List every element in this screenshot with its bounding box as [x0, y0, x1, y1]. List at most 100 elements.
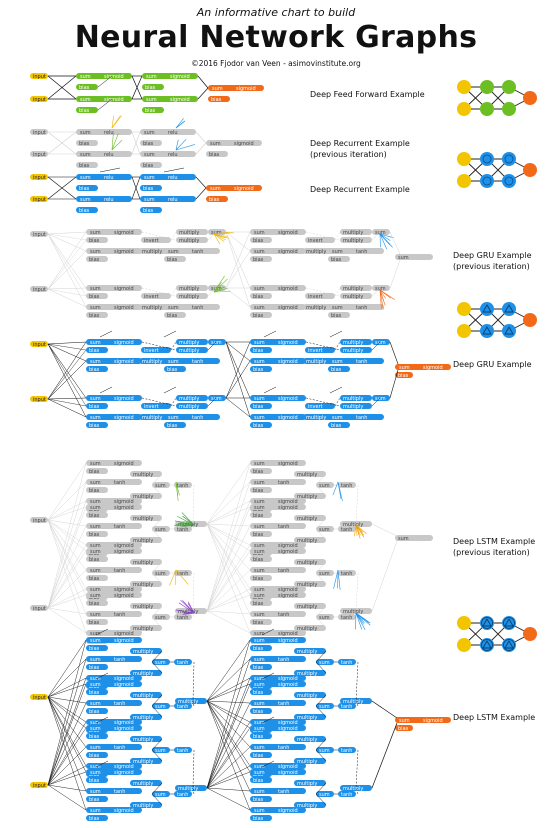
gruprev-l1-c0-invert: invert	[141, 237, 171, 244]
rec-out-text-2: sigmoid	[234, 186, 254, 192]
feed-forward-network-icon	[457, 80, 537, 116]
rec-l1-1: sum relu	[76, 196, 132, 203]
lstmprev-l2-c0-gate-forget-text-1: sum	[254, 499, 265, 505]
lstm-l2-c2-bias-in-text: bias	[253, 734, 264, 740]
recprev-input-0: input	[30, 129, 48, 136]
gruprev-l2-c1-mult-b-text: multiply	[343, 294, 363, 300]
recprev-l1-bias-0-text: bias	[79, 141, 90, 147]
gru-l1-c1-mult-b-text: multiply	[179, 404, 199, 410]
lstm-l1-c0-cand-text-1: sum	[90, 657, 101, 663]
lstm-network-icon-input-0	[457, 616, 471, 630]
lstmprev-l2-c3-mult-in-text: multiply	[297, 604, 317, 610]
gru-l2-c1-bias-b: bias	[250, 422, 272, 429]
lstm-l2-c3-cand: sum tanh	[250, 788, 306, 795]
gruprev-l1-c1-bias-a-text: bias	[89, 294, 100, 300]
gruprev-l2-c1-mult-b: multiply	[340, 293, 372, 300]
lstmprev-l2-c2-bias-in-text: bias	[253, 557, 264, 563]
gru-l1-c1-mult-c: multiply	[139, 414, 171, 421]
label-recurrent-prev-2: (previous iteration)	[310, 150, 387, 159]
rec-l1-bias-0: bias	[76, 185, 98, 192]
gru-l2-c0-invert-text: invert	[308, 348, 323, 354]
lstm-l1-c0-sum-cell: sum	[152, 659, 170, 666]
lstm-l1-c0-mult-forget-text: multiply	[133, 671, 153, 677]
gruprev-l2-c1-bias-b-text: bias	[253, 313, 264, 319]
lstm-l1-c1-cand-text-1: sum	[90, 701, 101, 707]
lstmprev-l1-c0-cand-text-2: tanh	[114, 480, 125, 486]
gruprev-l2-c1-gate-a-text-2: sigmoid	[278, 286, 298, 292]
gru-l1-c1-gate-b: sum sigmoid	[86, 414, 142, 421]
lstm-l2-c0-bias-in-text: bias	[253, 646, 264, 652]
gru-l2-c0-mult-b: multiply	[340, 347, 372, 354]
lstm-l2-c1-bias-cand-text: bias	[253, 709, 264, 715]
lstm-l1-c2-gate-forget-text-1: sum	[90, 764, 101, 770]
lstm-l2-c2-sum-cell: sum	[316, 747, 334, 754]
lstm-l1-c2-gate-in-text-2: sigmoid	[114, 726, 134, 732]
gruprev-l2-c1-gate-b-text-2: sigmoid	[278, 305, 298, 311]
lstmprev-l1-c0-bias-in: bias	[86, 468, 108, 475]
lstmprev-l2-c2-gate-forget: sum sigmoid	[250, 586, 306, 593]
lstmprev-l2-c2-mult-forget-text: multiply	[297, 582, 317, 588]
lstmprev-l1-c1-mult-in-text: multiply	[133, 516, 153, 522]
rec-out-bias-text: bias	[209, 197, 220, 203]
gru-l2-c0-bias-c-text: bias	[331, 367, 342, 373]
lstm-input-1-text: input	[33, 783, 46, 789]
gru-network-icon-output	[523, 313, 537, 327]
lstm-l1-c0-mult-in-text: multiply	[133, 649, 153, 655]
rec-l1-0-text-2: relu	[104, 175, 114, 181]
gru-l2-c1-mult-c-text: multiply	[306, 415, 326, 421]
lstmprev-l2-c2-tanh-cell-text: tanh	[341, 571, 352, 577]
lstm-l2-c2-gate-forget-text-2: sigmoid	[278, 764, 298, 770]
gru-input-1: input	[30, 396, 48, 403]
lstmprev-l2-c2-gate-forget-text-1: sum	[254, 587, 265, 593]
lstm-l1-c3-sum-cell-text: sum	[155, 792, 166, 798]
lstmprev-l2-out-mult-1-text: multiply	[343, 609, 363, 615]
lstmprev-l2-c0-gate-forget-text-2: sigmoid	[278, 499, 298, 505]
gruprev-l2-c0-gate-a: sum sigmoid	[250, 229, 306, 236]
lstmprev-l2-c2-mult-in-text: multiply	[297, 560, 317, 566]
ff-layer2-bias-1-text: bias	[145, 108, 156, 114]
feed-forward-network-icon-h1-0	[480, 80, 494, 94]
lstm-l2-c1-gate-in-text-1: sum	[254, 682, 265, 688]
gru-l2-c0-mult-c: multiply	[303, 358, 335, 365]
gruprev-input-1: input	[30, 286, 48, 293]
lstm-l1-c0-bias-cand-text: bias	[89, 665, 100, 671]
gruprev-l2-c1-bias-c: bias	[328, 312, 350, 319]
lstm-output-text-1: sum	[399, 718, 410, 724]
gru-l1-c1-bias-c-text: bias	[167, 423, 178, 429]
rec-l1-1-text-2: relu	[104, 197, 114, 203]
gruprev-l1-c1-bias-a: bias	[86, 293, 108, 300]
recurrent-network-icon-input-0	[457, 152, 471, 166]
lstmprev-l1-c0-bias-cand-text: bias	[89, 488, 100, 494]
lstmprev-input-0: input	[30, 517, 48, 524]
gru-network-icon-input-1	[457, 324, 471, 338]
gruprev-l1-c1-mult-a-text: multiply	[179, 286, 199, 292]
lstmprev-l1-c2-mult-in: multiply	[130, 559, 162, 566]
gru-l1-c1-gate-a-text-2: sigmoid	[114, 396, 134, 402]
lstmprev-l1-c0-bias-in-text: bias	[89, 469, 100, 475]
lstmprev-l1-c2-mult-in-text: multiply	[133, 560, 153, 566]
lstmprev-l1-c0-gate-forget-text-2: sigmoid	[114, 499, 134, 505]
lstm-l2-c1-tanh-cell: tanh	[338, 703, 356, 710]
lstm-l2-out-mult-1: multiply	[340, 785, 372, 792]
lstm-l2-c2-gate-forget: sum sigmoid	[250, 763, 306, 770]
rec-input-0: input	[30, 174, 48, 181]
lstm-l1-c0-gate-in: sum sigmoid	[86, 637, 142, 644]
lstmprev-l1-c1-gate-in-text-1: sum	[90, 505, 101, 511]
gruprev-l2-c0-gate-b: sum sigmoid	[250, 248, 306, 255]
gru-l1-c0-mult-c-text: multiply	[142, 359, 162, 365]
lstmprev-l2-c3-gate-in-text-2: sigmoid	[278, 593, 298, 599]
gru-l2-c0-cand: sum tanh	[328, 358, 384, 365]
gru-l2-c1-invert: invert	[305, 403, 335, 410]
gruprev-l1-c1-gate-b: sum sigmoid	[86, 304, 142, 311]
rec-out-bias: bias	[206, 196, 228, 203]
recprev-l1-0-text-1: sum	[80, 130, 91, 136]
gru-output-text-1: sum	[399, 365, 410, 371]
lstm-l1-c0-bias-in: bias	[86, 645, 108, 652]
lstmprev-l2-c2-cand-text-2: tanh	[278, 568, 289, 574]
lstmprev-l1-c3-cand-text-1: sum	[90, 612, 101, 618]
rec-l1-bias-1-text: bias	[79, 208, 90, 214]
gru-l2-c1-cand-text-1: sum	[332, 415, 343, 421]
gruprev-l2-c1-gate-b: sum sigmoid	[250, 304, 306, 311]
lstm-l2-c3-bias-forget-text: bias	[253, 816, 264, 822]
